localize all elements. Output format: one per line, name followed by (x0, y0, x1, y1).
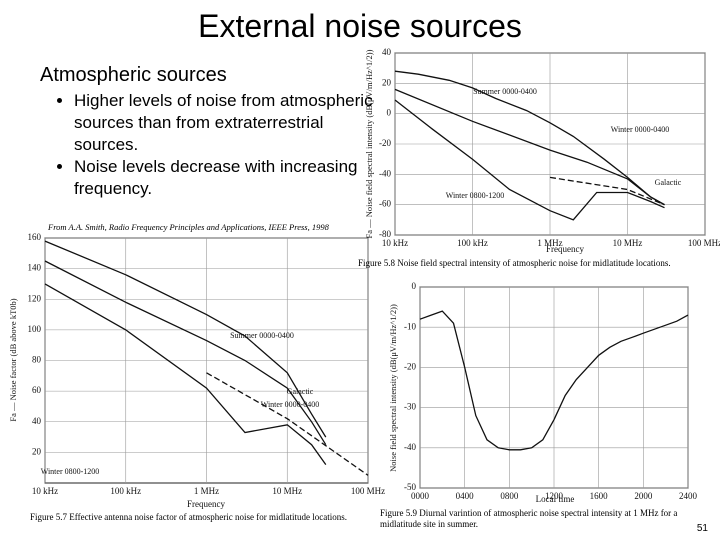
y-tick-label: 80 (32, 355, 42, 365)
x-tick-label: 100 MHz (688, 238, 720, 248)
data-line (419, 310, 689, 451)
series-label: Winter 0800-1200 (41, 467, 100, 476)
y-tick-label: -50 (404, 482, 416, 492)
series-label: Galactic (655, 178, 682, 187)
x-tick-label: 100 kHz (110, 486, 141, 496)
page-number: 51 (696, 523, 708, 534)
y-tick-label: -10 (404, 321, 416, 331)
x-tick-label: 1 MHz (537, 238, 562, 248)
y-tick-label: 160 (28, 232, 42, 242)
series-label: Winter 0000-0400 (611, 125, 670, 134)
series-label: Summer 0000-0400 (473, 87, 537, 96)
y-tick-label: 60 (32, 385, 42, 395)
series-label: Galactic (287, 387, 314, 396)
y-tick-label: -60 (379, 199, 391, 209)
x-tick-label: 1200 (545, 491, 564, 501)
x-tick-label: 0800 (500, 491, 519, 501)
x-tick-label: 2000 (634, 491, 653, 501)
figure-caption: Figure 5.7 Effective antenna noise facto… (30, 512, 347, 522)
source: From A.A. Smith, Radio Frequency Princip… (48, 222, 329, 232)
figure-caption: Figure 5.9 Diurnal varintion of atmosphe… (380, 508, 678, 529)
x-tick-label: 1 MHz (194, 486, 219, 496)
x-tick-label: 100 MHz (351, 486, 385, 496)
bullet: Higher levels of noise from atmospheric … (74, 90, 374, 156)
bullet: Noise levels decrease with increasing fr… (74, 156, 374, 200)
y-axis-label: Fa — Noise factor (dB above kT0b) (8, 298, 18, 421)
x-tick-label: 2400 (679, 491, 698, 501)
bullet-list: Higher levels of noise from atmospheric … (40, 90, 374, 200)
x-tick-label: 100 kHz (457, 238, 488, 248)
series-label: Winter 0800-1200 (446, 191, 505, 200)
x-tick-label: 1600 (590, 491, 609, 501)
subtitle: Atmospheric sources (40, 64, 227, 86)
data-line (394, 70, 665, 206)
y-tick-label: 0 (387, 108, 392, 118)
y-tick-label: -40 (404, 442, 416, 452)
y-axis-label: Noise field spectral intensity (dB(μV/m/… (388, 304, 398, 472)
y-tick-label: 0 (412, 281, 417, 291)
y-tick-label: -80 (379, 229, 391, 239)
data-line (44, 283, 327, 465)
series-label: Summer 0000-0400 (230, 331, 294, 340)
x-tick-label: 10 MHz (272, 486, 302, 496)
y-tick-label: 40 (32, 416, 42, 426)
x-tick-label: 10 kHz (32, 486, 58, 496)
y-tick-label: -20 (404, 361, 416, 371)
data-line (44, 240, 327, 438)
y-tick-label: 140 (28, 263, 42, 273)
y-tick-label: 20 (382, 77, 392, 87)
figure-caption: Figure 5.8 Noise field spectral intensit… (358, 258, 671, 268)
y-tick-label: -20 (379, 138, 391, 148)
data-line (44, 260, 327, 446)
y-tick-label: -40 (379, 168, 391, 178)
x-axis-label: Frequency (187, 499, 225, 509)
data-line (394, 99, 665, 221)
x-axis-label: Local time (536, 494, 575, 504)
slide-title: External noise sources (198, 8, 522, 44)
x-tick-label: 10 MHz (613, 238, 643, 248)
series-label: Winter 0000-0400 (261, 400, 320, 409)
y-tick-label: 20 (32, 446, 42, 456)
y-tick-label: -30 (404, 402, 416, 412)
x-tick-label: 10 kHz (382, 238, 408, 248)
y-tick-label: 120 (28, 293, 42, 303)
y-tick-label: 100 (28, 324, 42, 334)
data-line (206, 372, 369, 476)
y-tick-label: 40 (382, 47, 392, 57)
x-tick-label: 0400 (456, 491, 475, 501)
data-line (394, 88, 665, 206)
y-axis-label: Fa — Noise field spectral intensity (dB(… (364, 49, 374, 238)
x-tick-label: 0000 (411, 491, 430, 501)
x-axis-label: Frequency (546, 244, 584, 254)
